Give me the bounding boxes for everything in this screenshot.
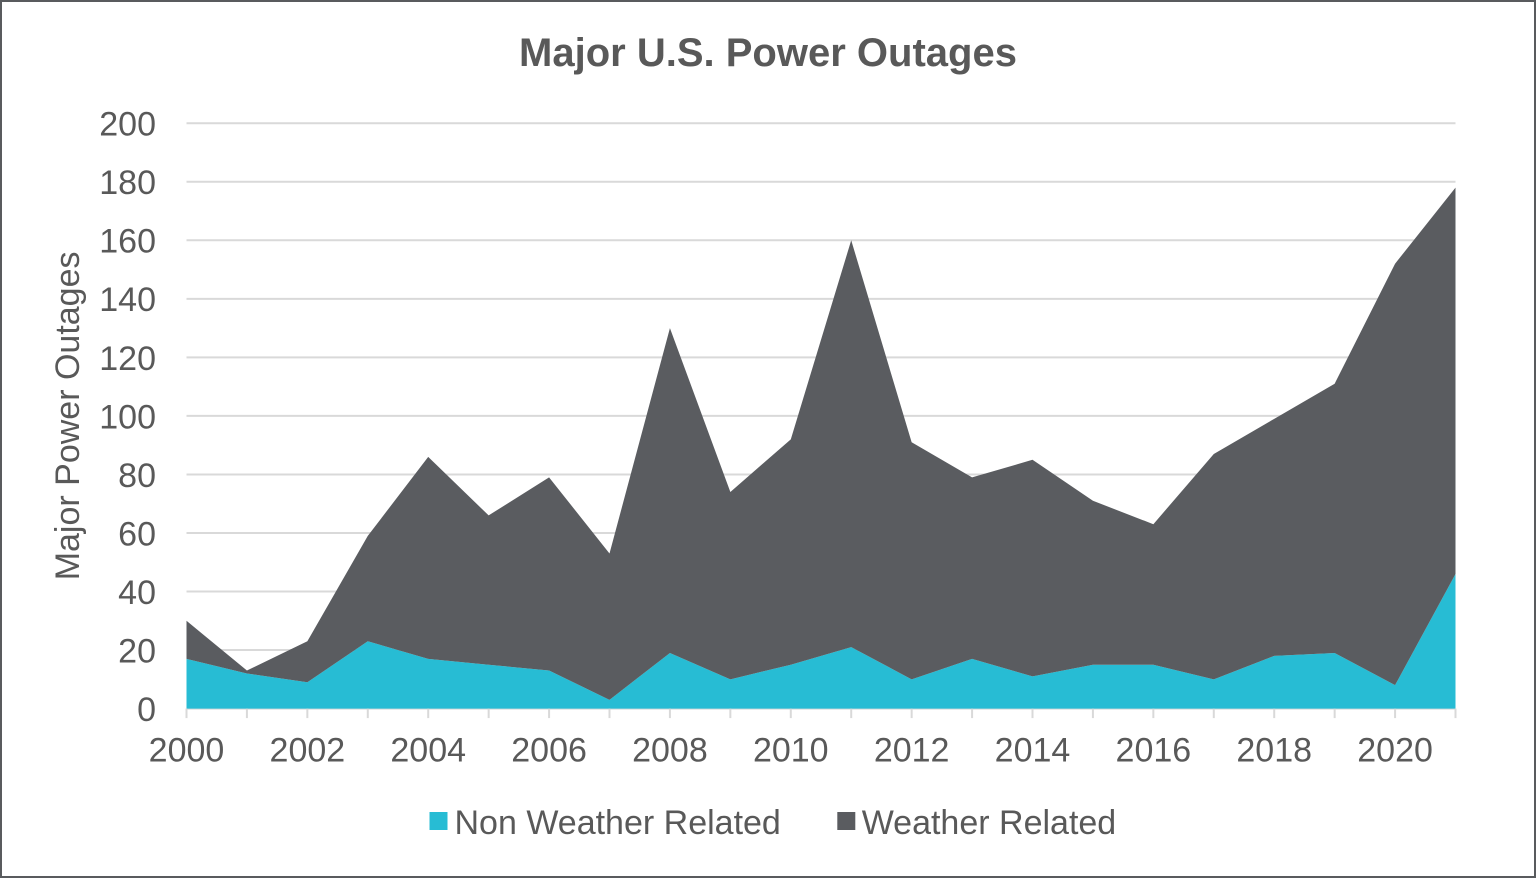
x-axis-tick-label: 2002	[270, 732, 346, 770]
x-axis-tick-label: 2012	[874, 732, 950, 770]
y-axis-tick-label: 140	[99, 281, 156, 319]
y-axis-tick-label: 180	[99, 164, 156, 202]
x-axis-tick-label: 2020	[1357, 732, 1433, 770]
legend-item-non-weather: Non Weather Related	[429, 804, 781, 842]
legend-swatch-weather	[837, 812, 856, 830]
y-axis-tick-label: 160	[99, 223, 156, 261]
legend-swatch-non-weather	[429, 812, 448, 830]
x-axis-tick-label: 2018	[1236, 732, 1312, 770]
legend-item-weather: Weather Related	[837, 804, 1116, 842]
y-axis-tick-label: 200	[99, 106, 156, 144]
legend: Non Weather Related Weather Related	[429, 804, 1116, 842]
y-axis-tick-label: 100	[99, 398, 156, 436]
y-axis-tick-label: 0	[137, 691, 156, 729]
y-axis-tick-label: 40	[118, 574, 156, 612]
y-axis-tick-label: 20	[118, 632, 156, 670]
y-axis-title: Major Power Outages	[49, 251, 87, 580]
legend-label-non-weather: Non Weather Related	[455, 804, 781, 842]
x-axis-tick-label: 2006	[511, 732, 587, 770]
y-axis-tick-label: 60	[118, 515, 156, 553]
x-axis-tick-label: 2008	[632, 732, 708, 770]
y-axis-tick-label: 80	[118, 457, 156, 495]
chart-title: Major U.S. Power Outages	[519, 30, 1017, 75]
x-axis-tick-label: 2010	[753, 732, 829, 770]
area-non-weather-related	[186, 573, 1456, 709]
x-axis-tick-label: 2000	[149, 732, 225, 770]
legend-label-weather: Weather Related	[862, 804, 1117, 842]
x-axis-tick-label: 2016	[1116, 732, 1192, 770]
x-axis-tick-label: 2004	[390, 732, 466, 770]
x-axis-tick-label: 2014	[995, 732, 1071, 770]
y-axis-tick-label: 120	[99, 340, 156, 378]
area-weather-related	[186, 187, 1456, 700]
